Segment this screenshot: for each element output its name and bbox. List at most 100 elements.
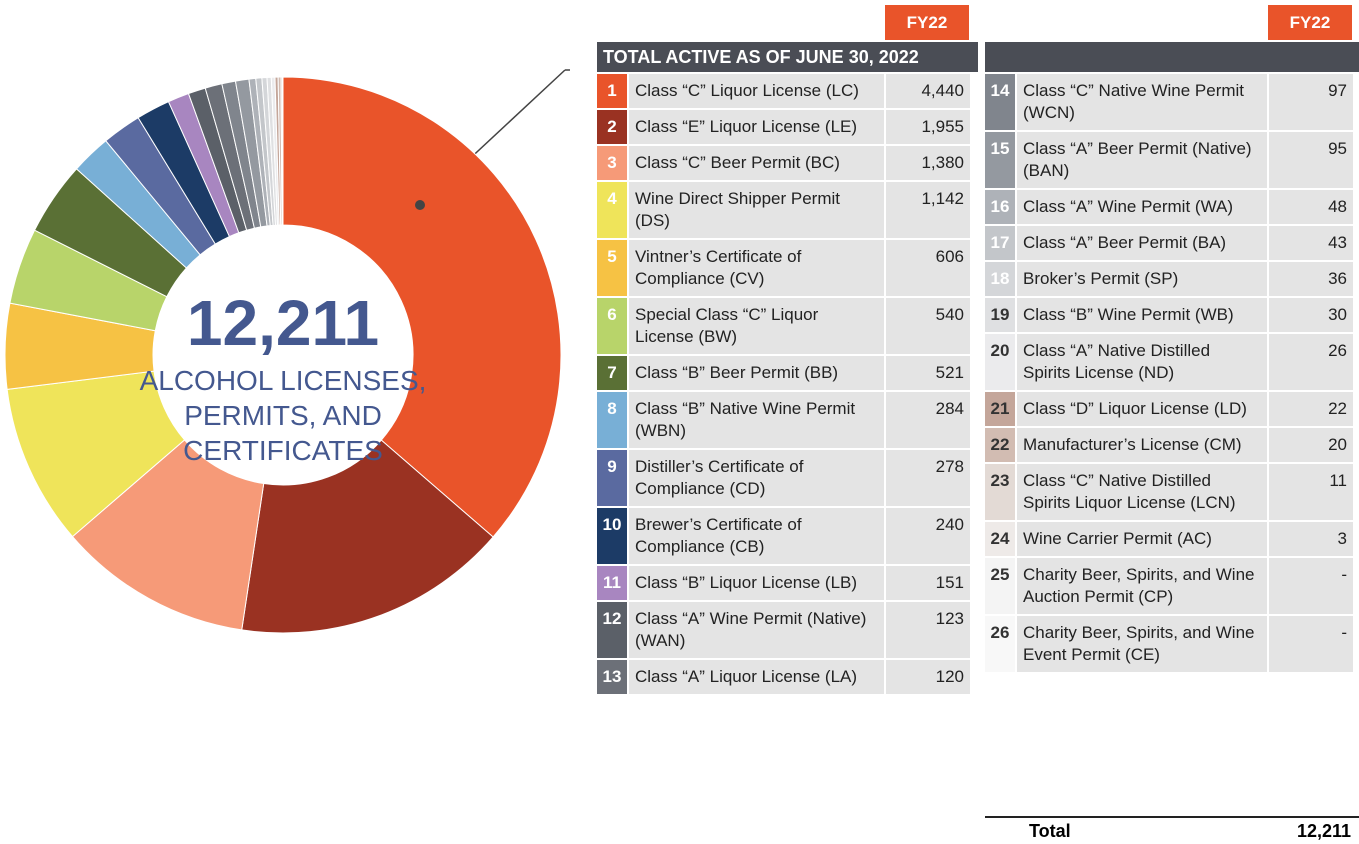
row-rank: 1 bbox=[597, 74, 627, 108]
table-row: 6 Special Class “C” Liquor License (BW) 54… bbox=[597, 298, 970, 354]
row-rank: 16 bbox=[985, 190, 1015, 224]
row-label: Class “C” Liquor License (LC) bbox=[629, 74, 884, 108]
row-label: Broker’s Permit (SP) bbox=[1017, 262, 1267, 296]
donut-slice bbox=[71, 439, 265, 631]
row-rank: 15 bbox=[985, 132, 1015, 188]
row-label: Class “B” Liquor License (LB) bbox=[629, 566, 884, 600]
row-value: - bbox=[1269, 558, 1353, 614]
donut-chart: 12,211 ALCOHOL LICENSES, PERMITS, AND CERTI… bbox=[4, 69, 570, 634]
table-row: 13 Class “A” Liquor License (LA) 120 bbox=[597, 660, 970, 694]
row-rank: 12 bbox=[597, 602, 627, 658]
row-value: 123 bbox=[886, 602, 970, 658]
row-label: Class “B” Beer Permit (BB) bbox=[629, 356, 884, 390]
row-rank: 9 bbox=[597, 450, 627, 506]
row-rank: 21 bbox=[985, 392, 1015, 426]
row-rank: 13 bbox=[597, 660, 627, 694]
table-row: 11 Class “B” Liquor License (LB) 151 bbox=[597, 566, 970, 600]
table-row: 17 Class “A” Beer Permit (BA) 43 bbox=[985, 226, 1353, 260]
row-label: Class “C” Native Distilled Spirits Liquo… bbox=[1017, 464, 1267, 520]
row-label: Class “A” Wine Permit (Native) (WAN) bbox=[629, 602, 884, 658]
table-left: 1 Class “C” Liquor License (LC) 4,440 2 Clas… bbox=[597, 74, 970, 694]
table-row: 16 Class “A” Wine Permit (WA) 48 bbox=[985, 190, 1353, 224]
row-value: 26 bbox=[1269, 334, 1353, 390]
row-label: Brewer’s Certificate of Compliance (CB) bbox=[629, 508, 884, 564]
row-value: 278 bbox=[886, 450, 970, 506]
row-rank: 6 bbox=[597, 298, 627, 354]
row-label: Class “E” Liquor License (LE) bbox=[629, 110, 884, 144]
row-label: Class “B” Wine Permit (WB) bbox=[1017, 298, 1267, 332]
row-value: 606 bbox=[886, 240, 970, 296]
table-title: TOTAL ACTIVE AS OF JUNE 30, 2022 bbox=[597, 42, 978, 72]
row-label: Charity Beer, Spirits, and Wine Event Pe… bbox=[1017, 616, 1267, 672]
row-value: 521 bbox=[886, 356, 970, 390]
row-value: 11 bbox=[1269, 464, 1353, 520]
row-rank: 19 bbox=[985, 298, 1015, 332]
table-row: 20 Class “A” Native Distilled Spirits Lic… bbox=[985, 334, 1353, 390]
row-value: 151 bbox=[886, 566, 970, 600]
table-row: 1 Class “C” Liquor License (LC) 4,440 bbox=[597, 74, 970, 108]
table-row: 5 Vintner’s Certificate of Compliance (CV… bbox=[597, 240, 970, 296]
table-row: 22 Manufacturer’s License (CM) 20 bbox=[985, 428, 1353, 462]
row-rank: 22 bbox=[985, 428, 1015, 462]
row-value: 1,955 bbox=[886, 110, 970, 144]
row-value: 97 bbox=[1269, 74, 1353, 130]
row-rank: 11 bbox=[597, 566, 627, 600]
table-row: 8 Class “B” Native Wine Permit (WBN) 284 bbox=[597, 392, 970, 448]
row-value: 120 bbox=[886, 660, 970, 694]
row-value: - bbox=[1269, 616, 1353, 672]
row-label: Class “C” Native Wine Permit (WCN) bbox=[1017, 74, 1267, 130]
table-row: 2 Class “E” Liquor License (LE) 1,955 bbox=[597, 110, 970, 144]
center-text: CERTIFICATES bbox=[183, 435, 383, 466]
row-rank: 25 bbox=[985, 558, 1015, 614]
row-value: 95 bbox=[1269, 132, 1353, 188]
table-row: 23 Class “C” Native Distilled Spirits Liq… bbox=[985, 464, 1353, 520]
donut-slice bbox=[241, 439, 494, 634]
row-value: 36 bbox=[1269, 262, 1353, 296]
row-rank: 4 bbox=[597, 182, 627, 238]
table-row: 26 Charity Beer, Spirits, and Wine Event … bbox=[985, 616, 1353, 672]
row-label: Special Class “C” Liquor License (BW) bbox=[629, 298, 884, 354]
table-row: 14 Class “C” Native Wine Permit (WCN) 97 bbox=[985, 74, 1353, 130]
row-label: Class “C” Beer Permit (BC) bbox=[629, 146, 884, 180]
row-label: Wine Direct Shipper Permit (DS) bbox=[629, 182, 884, 238]
table-title-bar bbox=[985, 42, 1359, 72]
row-label: Class “A” Beer Permit (Native) (BAN) bbox=[1017, 132, 1267, 188]
table-row: 7 Class “B” Beer Permit (BB) 521 bbox=[597, 356, 970, 390]
table-row: 9 Distiller’s Certificate of Compliance (… bbox=[597, 450, 970, 506]
table-row: 21 Class “D” Liquor License (LD) 22 bbox=[985, 392, 1353, 426]
row-rank: 2 bbox=[597, 110, 627, 144]
table-row: 19 Class “B” Wine Permit (WB) 30 bbox=[985, 298, 1353, 332]
table-row: 4 Wine Direct Shipper Permit (DS) 1,142 bbox=[597, 182, 970, 238]
center-text: ALCOHOL LICENSES, bbox=[140, 365, 427, 396]
row-rank: 17 bbox=[985, 226, 1015, 260]
table-right: 14 Class “C” Native Wine Permit (WCN) 97 15… bbox=[985, 74, 1353, 672]
row-value: 48 bbox=[1269, 190, 1353, 224]
row-value: 43 bbox=[1269, 226, 1353, 260]
center-text: PERMITS, AND bbox=[184, 400, 382, 431]
table-row: 12 Class “A” Wine Permit (Native) (WAN) 12… bbox=[597, 602, 970, 658]
column-header: FY22 bbox=[1268, 5, 1352, 40]
row-rank: 26 bbox=[985, 616, 1015, 672]
row-rank: 10 bbox=[597, 508, 627, 564]
row-label: Class “A” Native Distilled Spirits Licen… bbox=[1017, 334, 1267, 390]
row-label: Class “B” Native Wine Permit (WBN) bbox=[629, 392, 884, 448]
row-label: Class “A” Wine Permit (WA) bbox=[1017, 190, 1267, 224]
row-value: 284 bbox=[886, 392, 970, 448]
row-value: 1,380 bbox=[886, 146, 970, 180]
row-value: 1,142 bbox=[886, 182, 970, 238]
row-label: Distiller’s Certificate of Compliance (C… bbox=[629, 450, 884, 506]
table-row: 24 Wine Carrier Permit (AC) 3 bbox=[985, 522, 1353, 556]
total-row: Total 12,211 bbox=[985, 816, 1359, 844]
row-rank: 20 bbox=[985, 334, 1015, 390]
row-rank: 24 bbox=[985, 522, 1015, 556]
table-row: 10 Brewer’s Certificate of Compliance (CB… bbox=[597, 508, 970, 564]
row-value: 540 bbox=[886, 298, 970, 354]
row-label: Class “A” Liquor License (LA) bbox=[629, 660, 884, 694]
table-row: 25 Charity Beer, Spirits, and Wine Auctio… bbox=[985, 558, 1353, 614]
row-value: 30 bbox=[1269, 298, 1353, 332]
row-rank: 3 bbox=[597, 146, 627, 180]
row-label: Vintner’s Certificate of Compliance (CV) bbox=[629, 240, 884, 296]
row-value: 4,440 bbox=[886, 74, 970, 108]
total-label: Total bbox=[1029, 821, 1071, 841]
